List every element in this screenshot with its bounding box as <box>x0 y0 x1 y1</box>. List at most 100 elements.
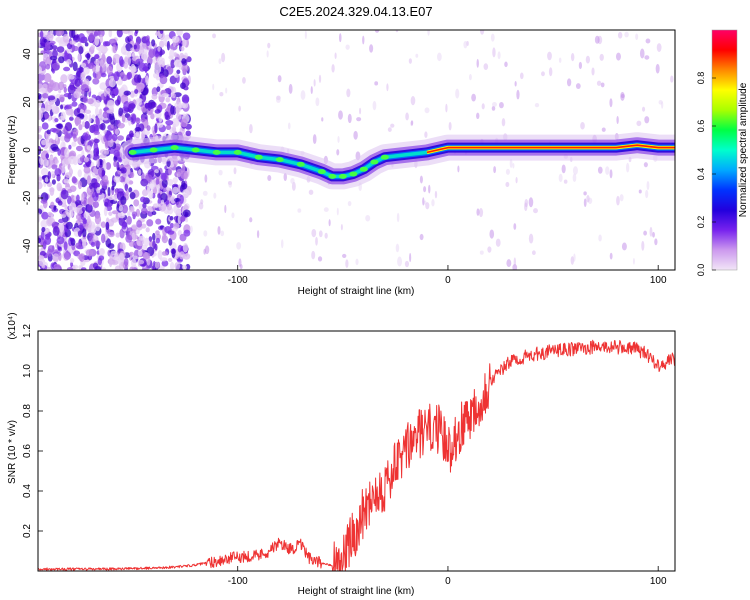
spectrogram-speckle-cell <box>49 127 58 133</box>
spectrogram-speckle-cell <box>64 172 73 179</box>
spectrogram-speckle-cell <box>143 130 150 136</box>
spectrogram-speckle-cell <box>143 237 150 247</box>
spectrogram-speckle-cell <box>524 198 529 208</box>
spectrogram-ridge-blob <box>349 171 358 177</box>
spectrogram-speckle-cell <box>171 92 176 99</box>
spectrogram-speckle-cell <box>108 78 117 88</box>
spectrogram-speckle-cell <box>77 180 83 190</box>
spectrogram-speckle-cell <box>641 106 646 112</box>
spectrogram-speckle-cell <box>583 191 587 196</box>
spectrogram-speckle-cell <box>93 138 100 144</box>
x-tick-label: 100 <box>650 576 667 587</box>
spectrogram-speckle-cell <box>131 113 137 124</box>
y-tick-label: 0 <box>22 147 33 153</box>
spectrogram-speckle-cell <box>56 236 65 245</box>
spectrogram-speckle-cell <box>515 176 518 184</box>
spectrogram-speckle-cell <box>180 55 188 60</box>
spectrogram-speckle-cell <box>291 181 296 191</box>
spectrogram-speckle-cell <box>39 107 46 113</box>
spectrogram-speckle-cell <box>173 72 179 78</box>
spectrogram-speckle-cell <box>44 228 51 233</box>
spectrogram-speckle-cell <box>276 97 281 103</box>
spectrogram-speckle-cell <box>47 211 53 217</box>
spectrogram-speckle-cell <box>50 170 55 178</box>
spectrogram-speckle-cell <box>94 53 100 60</box>
spectrogram-speckle-cell <box>583 198 587 207</box>
spectrogram-speckle-cell <box>125 234 133 243</box>
spectrogram-speckle-cell <box>97 257 103 266</box>
spectrogram-speckle-cell <box>98 123 104 130</box>
x-tick-label: 0 <box>445 275 451 286</box>
spectrogram-speckle-cell <box>409 252 412 263</box>
spectrogram-speckle-cell <box>169 261 175 270</box>
spectrogram-speckle-cell <box>233 167 237 175</box>
spectrogram-speckle-cell <box>644 55 650 60</box>
spectrogram-speckle-cell <box>424 131 428 138</box>
spectrogram-speckle-cell <box>60 189 69 200</box>
spectrogram-speckle-cell <box>154 261 160 269</box>
spectrogram-speckle-cell <box>145 174 153 181</box>
spectrogram-speckle-cell <box>445 103 448 113</box>
spectrogram-speckle-cell <box>151 211 157 216</box>
spectrogram-speckle-cell <box>68 104 73 109</box>
spectrogram-speckle-cell <box>111 133 118 142</box>
spectrogram-speckle-cell <box>572 166 578 175</box>
spectrogram-speckle-cell <box>566 78 572 87</box>
spectrogram-speckle-cell <box>91 191 99 202</box>
spectrogram-speckle-cell <box>131 224 138 230</box>
spectrogram-speckle-cell <box>189 225 193 233</box>
spectrogram-speckle-cell <box>146 184 150 194</box>
spectrogram-speckle-cell <box>63 93 71 98</box>
spectrogram-speckle-cell <box>410 121 414 127</box>
spectrogram-speckle-cell <box>297 208 302 213</box>
spectrogram-speckle-cell <box>105 130 113 141</box>
spectrogram-speckle-cell <box>242 77 246 84</box>
colorbar-ticks: 0.0 0.2 0.4 0.6 0.8 <box>696 72 716 276</box>
spectrogram-speckle-cell <box>83 156 90 163</box>
spectrogram-speckle <box>38 30 674 270</box>
spectrogram-speckle-cell <box>236 242 242 250</box>
spectrogram-speckle-cell <box>134 89 139 94</box>
spectrogram-speckle-cell <box>597 166 603 174</box>
spectrogram-speckle-cell <box>182 96 190 104</box>
spectrogram-speckle-cell <box>60 135 66 142</box>
spectrogram-speckle-cell <box>51 164 58 170</box>
spectrogram-speckle-cell <box>609 169 613 179</box>
spectrogram-speckle-cell <box>56 174 61 182</box>
colorbar: 0.0 0.2 0.4 0.6 0.8 Normalized spectral ampl… <box>696 29 749 276</box>
spectrogram-speckle-cell <box>304 30 307 40</box>
spectrogram-speckle-cell <box>624 31 629 38</box>
spectrogram-speckle-cell <box>38 98 42 109</box>
spectrogram-speckle-cell <box>44 177 49 183</box>
spectrogram-speckle-cell <box>181 163 186 173</box>
spectrogram-speckle-cell <box>47 245 55 253</box>
spectrogram-speckle-cell <box>308 189 314 195</box>
y-tick-label: 0.2 <box>22 524 33 538</box>
spectrogram-speckle-cell <box>54 118 59 123</box>
spectrogram-speckle-cell <box>106 56 113 65</box>
spectrogram-speckle-cell <box>156 183 161 192</box>
spectrogram-speckle-cell <box>154 109 161 114</box>
spectrogram-speckle-cell <box>94 107 99 116</box>
spectrogram-speckle-cell <box>146 38 150 47</box>
spectrogram-speckle-cell <box>67 84 76 95</box>
spectrogram-speckle-cell <box>136 239 141 246</box>
spectrogram-speckle-cell <box>180 82 186 89</box>
spectrogram-speckle-cell <box>353 130 358 140</box>
spectrogram-speckle-cell <box>45 63 51 70</box>
spectrogram-speckle-cell <box>471 93 476 102</box>
spectrogram-ridge-blob <box>275 157 284 163</box>
spectrogram-speckle-cell <box>127 56 131 66</box>
spectrogram-speckle-cell <box>136 220 143 228</box>
spectrogram-speckle-cell <box>283 172 287 182</box>
spectrogram-speckle-cell <box>228 181 232 188</box>
spectrogram-speckle-cell <box>185 217 189 223</box>
spectrogram-speckle-cell <box>561 164 566 174</box>
spectrogram-speckle-cell <box>374 81 379 86</box>
spectrogram-speckle-cell <box>619 194 624 202</box>
spectrogram-speckle-cell <box>45 41 51 51</box>
spectrogram-speckle-cell <box>519 72 524 80</box>
spectrogram-speckle-cell <box>40 219 48 229</box>
spectrogram-speckle-cell <box>182 32 191 40</box>
spectrogram-speckle-cell <box>317 256 323 262</box>
